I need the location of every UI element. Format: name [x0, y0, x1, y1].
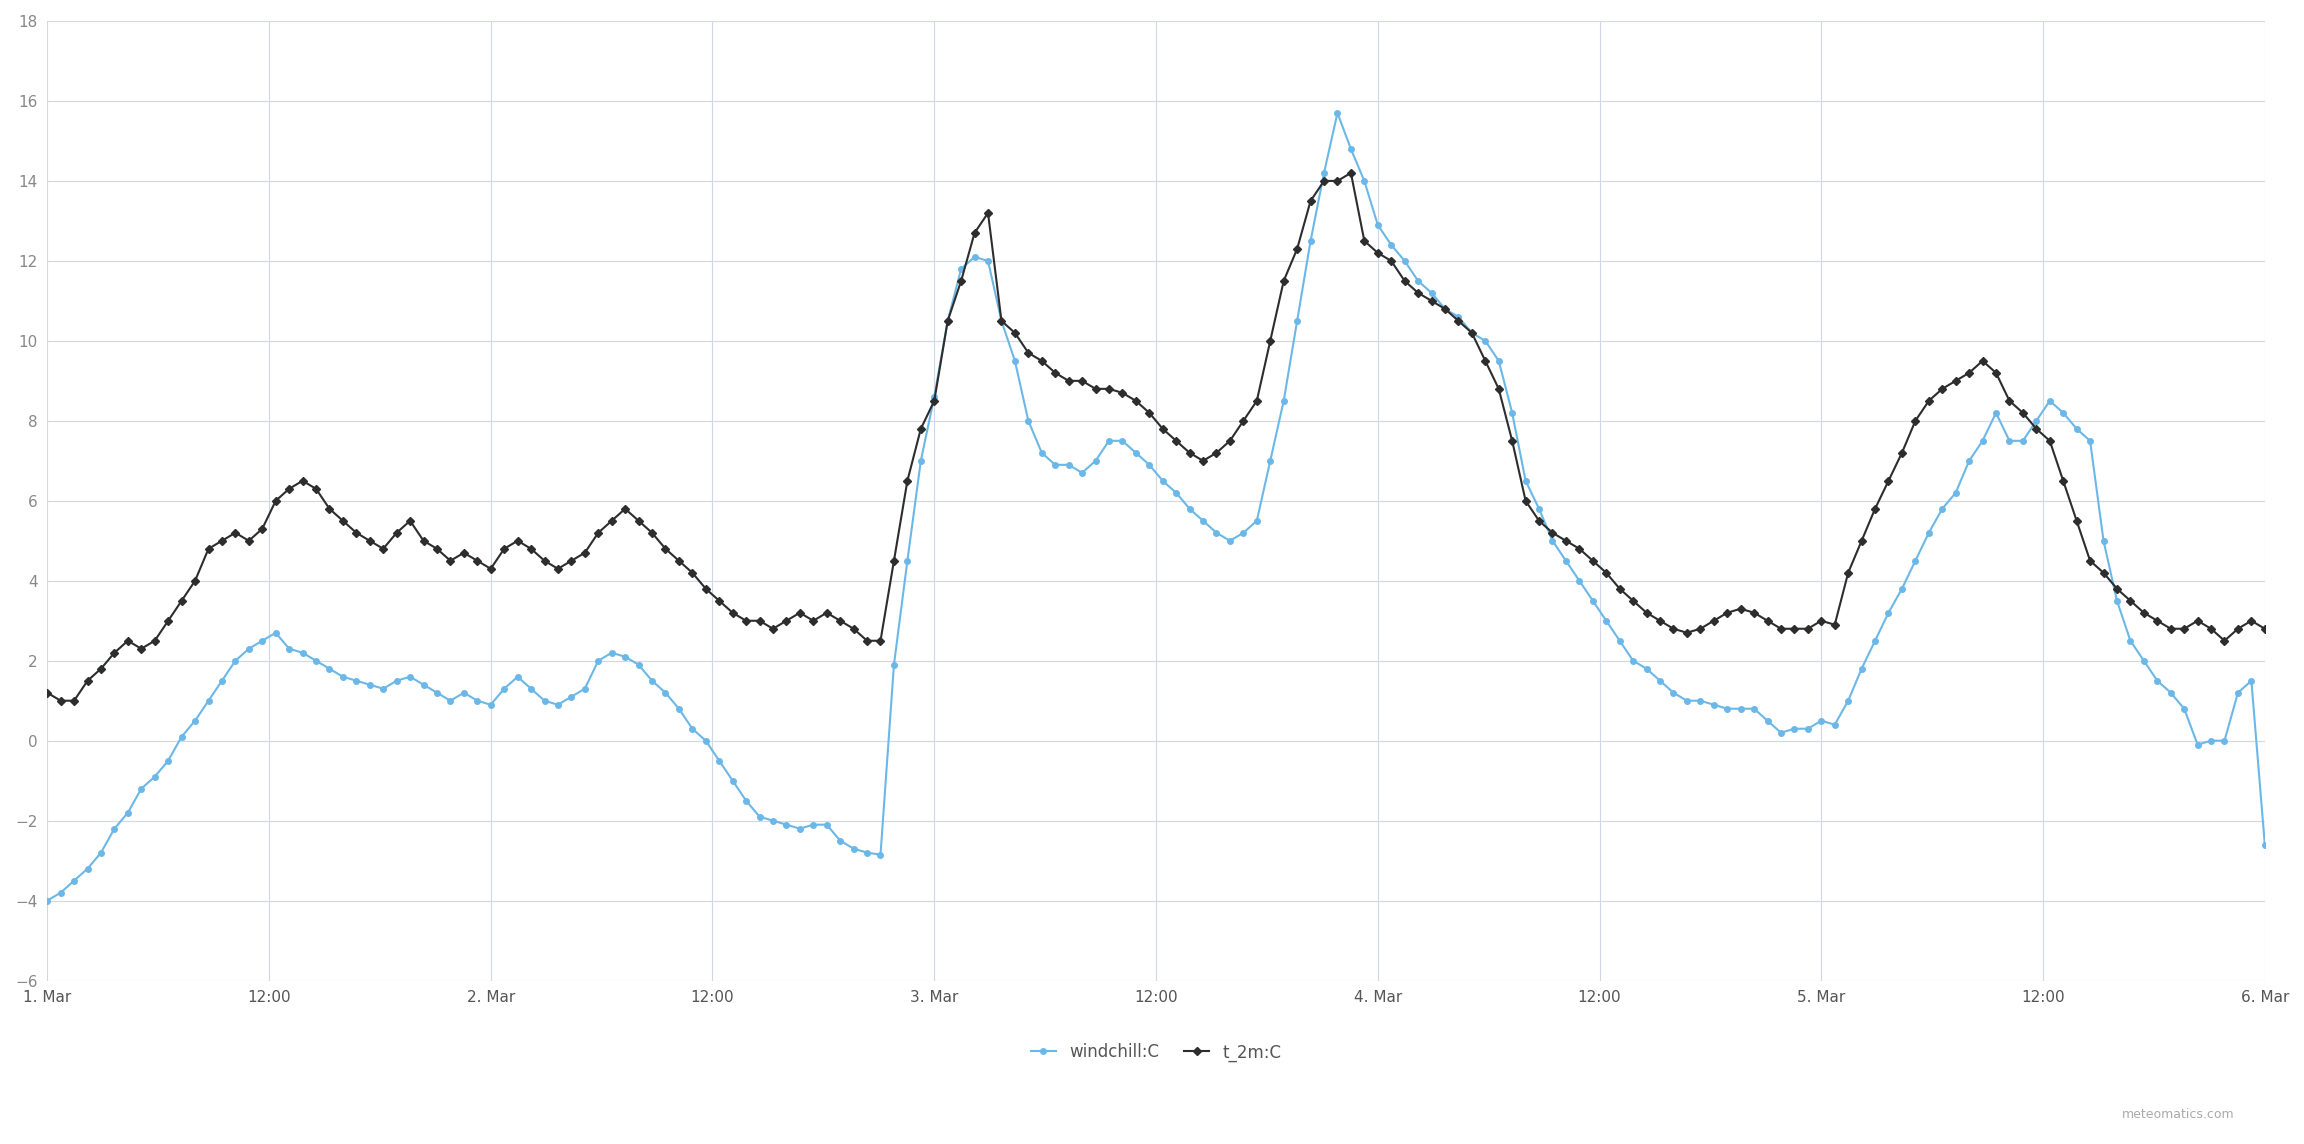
t_2m:C	[1472, 353, 1500, 367]
windchill:C	[2129, 654, 2157, 668]
t_2m:C	[1539, 526, 1567, 540]
t_2m:C	[2143, 614, 2170, 628]
t_2m:C	[32, 686, 60, 700]
windchill:C	[88, 845, 115, 859]
t_2m:C	[666, 554, 694, 567]
Line: windchill:C: windchill:C	[44, 110, 2267, 904]
windchill:C	[1525, 502, 1553, 516]
t_2m:C	[2251, 622, 2279, 636]
windchill:C	[652, 686, 680, 700]
Legend: windchill:C, t_2m:C: windchill:C, t_2m:C	[1023, 1036, 1288, 1068]
Line: t_2m:C: t_2m:C	[44, 170, 2267, 704]
t_2m:C	[101, 646, 129, 660]
windchill:C	[32, 893, 60, 907]
windchill:C	[2251, 837, 2279, 851]
t_2m:C	[46, 694, 74, 708]
windchill:C	[1458, 326, 1486, 340]
t_2m:C	[1336, 166, 1364, 180]
windchill:C	[1322, 106, 1350, 120]
Text: meteomatics.com: meteomatics.com	[2122, 1109, 2235, 1121]
windchill:C	[2223, 686, 2251, 700]
t_2m:C	[2237, 614, 2265, 628]
